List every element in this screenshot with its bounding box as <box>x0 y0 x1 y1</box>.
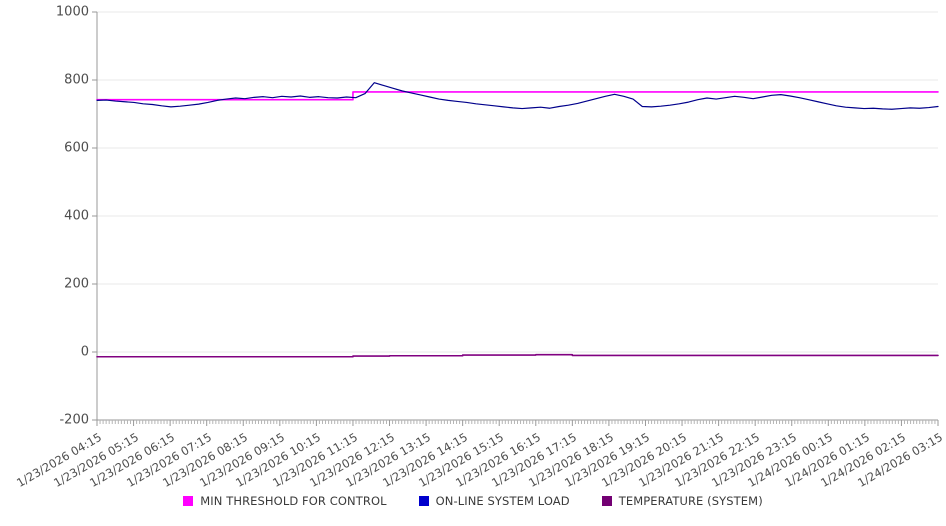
y-axis-tick-label: 400 <box>64 208 89 224</box>
legend-item-temperature-system[interactable]: TEMPERATURE (SYSTEM) <box>601 494 763 508</box>
gridlines <box>97 11 938 353</box>
legend-label: TEMPERATURE (SYSTEM) <box>618 494 763 508</box>
legend-label: MIN THRESHOLD FOR CONTROL <box>200 494 387 508</box>
legend-swatch-icon <box>601 496 612 506</box>
y-axis-tick-label: -200 <box>59 412 89 428</box>
legend-swatch-icon <box>183 496 194 506</box>
legend-swatch-icon <box>418 496 429 506</box>
legend-item-on-line-system-load[interactable]: ON-LINE SYSTEM LOAD <box>418 494 570 508</box>
y-axis-tick-label: 800 <box>64 72 89 88</box>
y-axis-tick-label: 200 <box>64 276 89 292</box>
y-axis-tick-label: 0 <box>80 344 89 360</box>
y-axis-tick-label: 600 <box>64 140 89 156</box>
y-axis-major-ticks <box>92 11 97 421</box>
y-axis-tick-label: 1000 <box>55 4 89 20</box>
x-axis-minor-ticks <box>96 420 939 426</box>
chart-legend: MIN THRESHOLD FOR CONTROL ON-LINE SYSTEM… <box>0 494 946 508</box>
legend-label: ON-LINE SYSTEM LOAD <box>435 494 570 508</box>
series-lines <box>96 82 939 358</box>
legend-item-min-threshold-for-control[interactable]: MIN THRESHOLD FOR CONTROL <box>183 494 387 508</box>
